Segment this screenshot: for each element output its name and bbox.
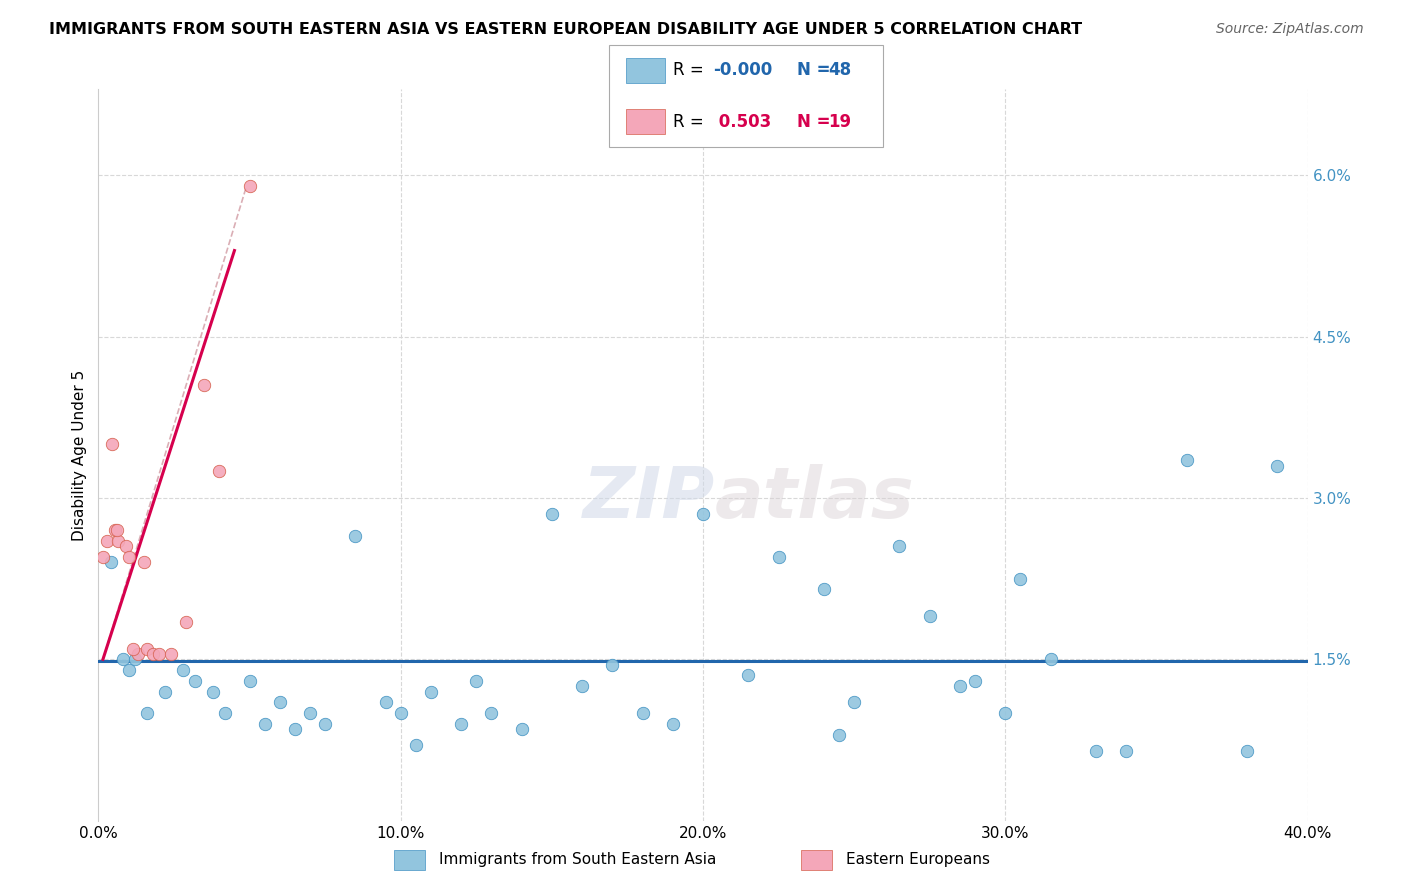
Text: Source: ZipAtlas.com: Source: ZipAtlas.com <box>1216 22 1364 37</box>
Point <box>127 647 149 661</box>
Point <box>844 695 866 709</box>
Point <box>994 706 1017 720</box>
Point <box>1267 458 1289 473</box>
Point <box>1010 572 1032 586</box>
Point <box>124 652 146 666</box>
Point <box>481 706 503 720</box>
Point <box>949 679 972 693</box>
Point <box>153 684 176 698</box>
Point <box>104 523 127 537</box>
Point <box>172 663 194 677</box>
Point <box>299 706 322 720</box>
Point <box>1039 652 1062 666</box>
Point <box>602 657 624 672</box>
Point <box>107 533 129 548</box>
Point <box>1115 744 1137 758</box>
Point <box>420 684 443 698</box>
Text: N =: N = <box>797 62 831 79</box>
Point <box>160 647 183 661</box>
Point <box>122 641 145 656</box>
Point <box>174 615 197 629</box>
Point <box>111 652 134 666</box>
Text: Eastern Europeans: Eastern Europeans <box>846 853 990 867</box>
Point <box>405 739 427 753</box>
Point <box>208 464 231 478</box>
Point <box>91 550 114 565</box>
Point <box>889 539 911 553</box>
Point <box>737 668 759 682</box>
Point <box>239 673 262 688</box>
Point <box>193 378 215 392</box>
Point <box>389 706 412 720</box>
Point <box>239 179 262 194</box>
Point <box>253 716 276 731</box>
Text: R =: R = <box>673 112 704 130</box>
Point <box>269 695 291 709</box>
Point <box>1085 744 1108 758</box>
Point <box>465 673 488 688</box>
Y-axis label: Disability Age Under 5: Disability Age Under 5 <box>72 369 87 541</box>
Point <box>114 539 136 553</box>
Point <box>768 550 790 565</box>
Point <box>184 673 207 688</box>
Point <box>1236 744 1258 758</box>
Text: -0.000: -0.000 <box>713 62 772 79</box>
Text: ZIP: ZIP <box>583 465 716 533</box>
Text: atlas: atlas <box>716 465 915 533</box>
Point <box>214 706 236 720</box>
Point <box>142 647 165 661</box>
Point <box>1175 453 1198 467</box>
Text: Immigrants from South Eastern Asia: Immigrants from South Eastern Asia <box>439 853 716 867</box>
Point <box>100 556 122 570</box>
Text: IMMIGRANTS FROM SOUTH EASTERN ASIA VS EASTERN EUROPEAN DISABILITY AGE UNDER 5 CO: IMMIGRANTS FROM SOUTH EASTERN ASIA VS EA… <box>49 22 1083 37</box>
Point <box>631 706 654 720</box>
Text: 48: 48 <box>828 62 851 79</box>
Point <box>344 528 367 542</box>
Point <box>135 706 157 720</box>
Point <box>510 723 533 737</box>
Point <box>105 523 128 537</box>
Point <box>96 533 118 548</box>
Point <box>540 507 562 521</box>
Point <box>661 716 683 731</box>
Point <box>450 716 472 731</box>
Point <box>571 679 593 693</box>
Point <box>284 723 307 737</box>
Point <box>692 507 714 521</box>
Point <box>135 641 157 656</box>
Point <box>148 647 170 661</box>
Point <box>314 716 336 731</box>
Point <box>118 550 141 565</box>
Point <box>118 663 141 677</box>
Point <box>813 582 835 597</box>
Text: 0.503: 0.503 <box>713 112 770 130</box>
Point <box>132 556 155 570</box>
Point <box>101 437 124 451</box>
Point <box>918 609 941 624</box>
Point <box>374 695 396 709</box>
Point <box>965 673 987 688</box>
Text: R =: R = <box>673 62 704 79</box>
Point <box>202 684 225 698</box>
Text: 19: 19 <box>828 112 851 130</box>
Text: N =: N = <box>797 112 831 130</box>
Point <box>828 728 851 742</box>
